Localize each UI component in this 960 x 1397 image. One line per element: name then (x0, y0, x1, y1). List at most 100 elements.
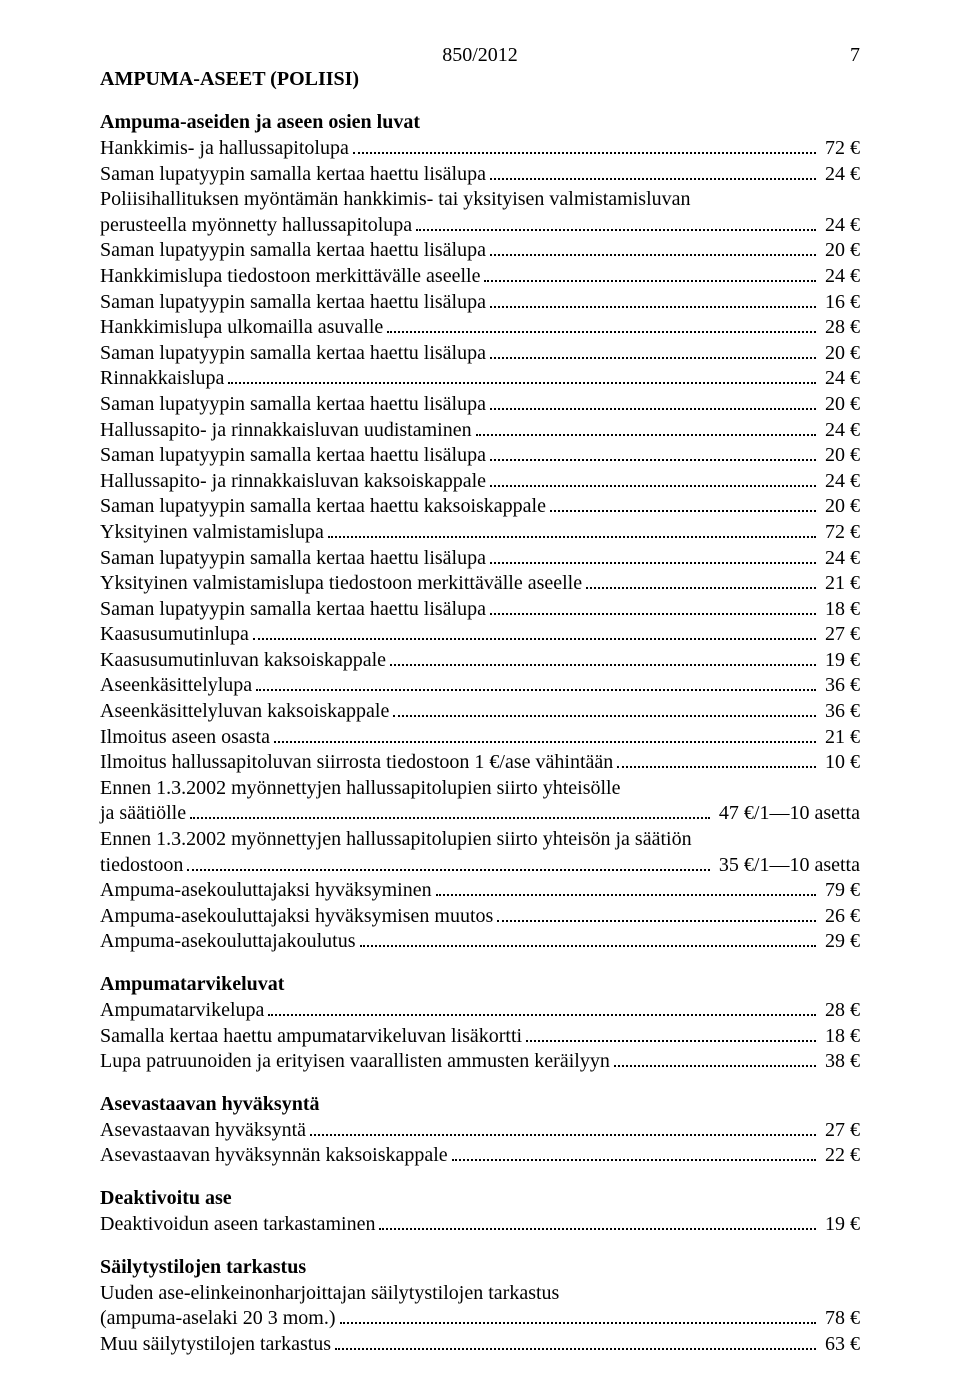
price-item: Yksityinen valmistamislupa tiedostoon me… (100, 571, 860, 597)
price-item-label: Asevastaavan hyväksynnän kaksoiskappale (100, 1143, 448, 1169)
leader-dots (335, 1335, 816, 1350)
price-value: 18 € (820, 1024, 860, 1050)
price-item-label: Ampuma-asekouluttajakoulutus (100, 929, 356, 955)
price-item-label: Hankkimislupa tiedostoon merkittävälle a… (100, 264, 480, 290)
leader-dots (379, 1215, 816, 1230)
leader-dots (490, 165, 816, 180)
leader-dots (393, 702, 816, 717)
price-item: Kaasusumutinluvan kaksoiskappale 19 € (100, 648, 860, 674)
leader-dots (328, 523, 816, 538)
price-value: 47 €/1—10 asetta (714, 801, 860, 827)
price-item: Saman lupatyypin samalla kertaa haettu l… (100, 341, 860, 367)
price-item: Saman lupatyypin samalla kertaa haettu l… (100, 238, 860, 264)
price-item: Hankkimis- ja hallussapitolupa 72 € (100, 136, 860, 162)
leader-dots (274, 728, 816, 743)
leader-dots (253, 625, 816, 640)
price-value: 27 € (820, 622, 860, 648)
leader-dots (586, 574, 816, 589)
price-value: 20 € (820, 341, 860, 367)
leader-dots (490, 446, 816, 461)
price-item-label: Ennen 1.3.2002 myönnettyjen hallussapito… (100, 827, 860, 853)
leader-dots (360, 932, 816, 947)
price-item-label: Saman lupatyypin samalla kertaa haettu l… (100, 443, 486, 469)
price-item-label-cont: perusteella myönnetty hallussapitolupa (100, 213, 412, 239)
price-item-label: Kaasusumutinluvan kaksoiskappale (100, 648, 386, 674)
leader-dots (268, 1001, 816, 1016)
price-value: 27 € (820, 1118, 860, 1144)
price-item: Hankkimislupa tiedostoon merkittävälle a… (100, 264, 860, 290)
price-value: 24 € (820, 366, 860, 392)
page-number: 7 (850, 44, 860, 67)
price-item-label: Ampumatarvikelupa (100, 998, 264, 1024)
price-item-label: Hallussapito- ja rinnakkaisluvan kaksois… (100, 469, 486, 495)
price-value: 19 € (820, 648, 860, 674)
price-item: Asevastaavan hyväksynnän kaksoiskappale … (100, 1143, 860, 1169)
price-item: Muu säilytystilojen tarkastus 63 € (100, 1332, 860, 1358)
price-value: 28 € (820, 998, 860, 1024)
price-item-label: Asevastaavan hyväksyntä (100, 1118, 306, 1144)
price-item: Ampuma-asekouluttajaksi hyväksymisen muu… (100, 904, 860, 930)
section-heading: Asevastaavan hyväksyntä (100, 1093, 860, 1116)
price-value: 20 € (820, 392, 860, 418)
price-item: tiedostoon 35 €/1—10 asetta (100, 853, 860, 879)
price-value: 79 € (820, 878, 860, 904)
price-item: (ampuma-aselaki 20 3 mom.) 78 € (100, 1306, 860, 1332)
price-item: Saman lupatyypin samalla kertaa haettu l… (100, 597, 860, 623)
price-item: Ampuma-asekouluttajakoulutus 29 € (100, 929, 860, 955)
price-item-label: Poliisihallituksen myöntämän hankkimis- … (100, 187, 860, 213)
leader-dots (353, 139, 816, 154)
price-item-label: Ampuma-asekouluttajaksi hyväksymisen muu… (100, 904, 493, 930)
price-item-label: Saman lupatyypin samalla kertaa haettu l… (100, 341, 486, 367)
price-item-label: Hankkimislupa ulkomailla asuvalle (100, 315, 383, 341)
price-item: Saman lupatyypin samalla kertaa haettu k… (100, 494, 860, 520)
price-value: 29 € (820, 929, 860, 955)
price-item-label: Yksityinen valmistamislupa (100, 520, 324, 546)
price-item-label: Ilmoitus aseen osasta (100, 725, 270, 751)
price-item-label: Lupa patruunoiden ja erityisen vaarallis… (100, 1049, 610, 1075)
price-item-label: Saman lupatyypin samalla kertaa haettu l… (100, 238, 486, 264)
price-item: Ampuma-asekouluttajaksi hyväksyminen 79 … (100, 878, 860, 904)
leader-dots (490, 293, 816, 308)
price-item: Saman lupatyypin samalla kertaa haettu l… (100, 546, 860, 572)
price-item: Ilmoitus aseen osasta 21 € (100, 725, 860, 751)
price-value: 35 €/1—10 asetta (714, 853, 860, 879)
leader-dots (228, 369, 816, 384)
leader-dots (310, 1121, 816, 1136)
leader-dots (436, 881, 816, 896)
price-item-label: Aseenkäsittelylupa (100, 673, 252, 699)
price-item-label-cont: tiedostoon (100, 853, 183, 879)
price-value: 72 € (820, 520, 860, 546)
price-value: 24 € (820, 264, 860, 290)
price-item: Saman lupatyypin samalla kertaa haettu l… (100, 392, 860, 418)
leader-dots (490, 549, 816, 564)
leader-dots (617, 753, 816, 768)
section-heading: Ampumatarvikeluvat (100, 973, 860, 996)
price-item-label: Deaktivoidun aseen tarkastaminen (100, 1212, 375, 1238)
price-value: 36 € (820, 673, 860, 699)
price-item: Saman lupatyypin samalla kertaa haettu l… (100, 290, 860, 316)
price-value: 24 € (820, 213, 860, 239)
price-value: 18 € (820, 597, 860, 623)
price-item-label-cont: (ampuma-aselaki 20 3 mom.) (100, 1306, 336, 1332)
price-value: 20 € (820, 443, 860, 469)
section-heading: Ampuma-aseiden ja aseen osien luvat (100, 111, 860, 134)
price-value: 24 € (820, 469, 860, 495)
leader-dots (490, 241, 816, 256)
price-item-label: Saman lupatyypin samalla kertaa haettu l… (100, 597, 486, 623)
leader-dots (490, 395, 816, 410)
price-item-label: Ennen 1.3.2002 myönnettyjen hallussapito… (100, 776, 860, 802)
price-item-label: Saman lupatyypin samalla kertaa haettu l… (100, 162, 486, 188)
price-item-label: Hallussapito- ja rinnakkaisluvan uudista… (100, 418, 472, 444)
price-item-label: Rinnakkaislupa (100, 366, 224, 392)
section-heading: Säilytystilojen tarkastus (100, 1256, 860, 1279)
price-item-label: Ampuma-asekouluttajaksi hyväksyminen (100, 878, 432, 904)
price-value: 28 € (820, 315, 860, 341)
price-item: Hankkimislupa ulkomailla asuvalle 28 € (100, 315, 860, 341)
leader-dots (476, 421, 816, 436)
leader-dots (256, 676, 816, 691)
price-item: Asevastaavan hyväksyntä 27 € (100, 1118, 860, 1144)
price-value: 19 € (820, 1212, 860, 1238)
price-item-label: Saman lupatyypin samalla kertaa haettu k… (100, 494, 546, 520)
price-item-label: Aseenkäsittelyluvan kaksoiskappale (100, 699, 389, 725)
price-item: Ilmoitus hallussapitoluvan siirrosta tie… (100, 750, 860, 776)
